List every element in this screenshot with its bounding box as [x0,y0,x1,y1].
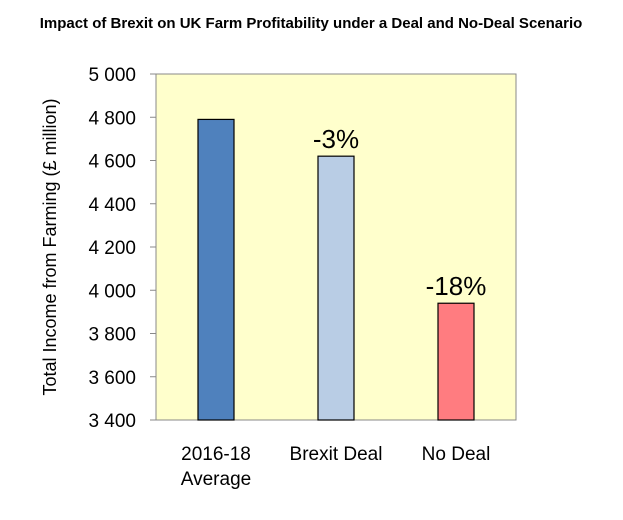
y-tick-label: 4 400 [88,195,136,216]
y-tick-label: 4 800 [88,108,136,129]
y-tick-label: 3 600 [88,368,136,389]
y-axis: 3 400 3 600 3 800 4 000 4 200 4 400 4 600 4 800… [88,65,156,432]
bar [437,302,475,421]
data-labels: -3% -18% [313,124,486,301]
y-tick-label: 4 600 [88,152,136,173]
y-tick-label: 3 800 [88,325,136,346]
bar [317,155,355,421]
x-tick-label: No Deal [422,444,491,465]
bar [197,118,235,421]
data-label: -3% [313,124,359,154]
y-tick-label: 4 200 [88,238,136,259]
x-axis: 2016-18 Average Brexit Deal No Deal [181,444,491,490]
data-label: -18% [426,271,487,301]
y-axis-label: Total Income from Farming (£ million) [40,98,60,395]
chart-title: Impact of Brexit on UK Farm Profitabilit… [40,15,583,32]
bars [197,118,475,421]
x-tick-label: Brexit Deal [290,444,383,465]
y-tick-label: 4 000 [88,281,136,302]
y-tick-label: 3 400 [88,411,136,432]
x-tick-label: 2016-18 Average [181,444,251,490]
y-tick-label: 5 000 [88,65,136,86]
